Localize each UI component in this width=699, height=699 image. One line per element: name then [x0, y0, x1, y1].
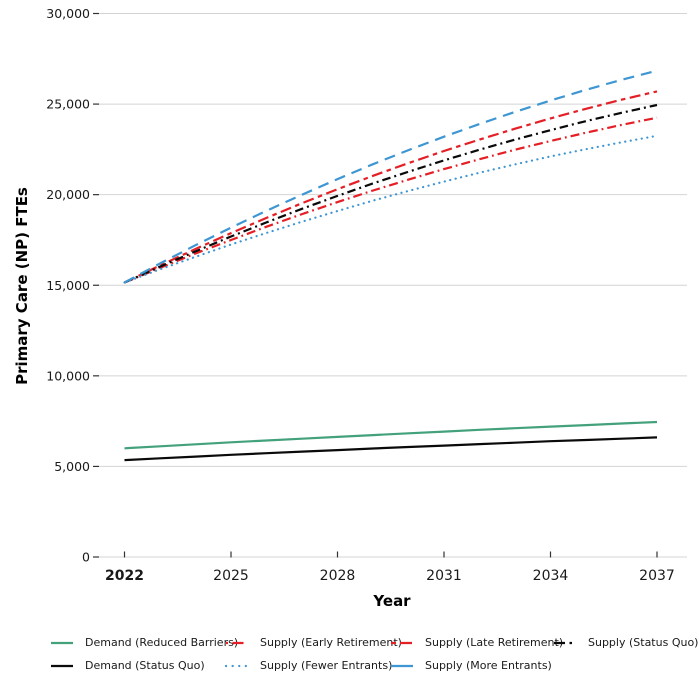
x-tick-label: 2034: [533, 568, 569, 584]
line-chart: 0 5,000 10,000 15,000 20,000 25,000 30,000 202…: [13, 6, 687, 610]
legend-item-supply-late-retirement: Supply (Late Retirement): [389, 636, 563, 649]
legend-line-icon: [554, 641, 576, 644]
legend-label: Supply (Early Retirement): [260, 636, 402, 649]
x-tick-label: 2025: [213, 568, 249, 584]
chart-legend: Demand (Reduced Barriers) Supply (Early R…: [49, 636, 698, 672]
series-line-supply-more-entrants: [123, 69, 658, 284]
legend-line-icon: [51, 641, 73, 644]
y-tick-label: 5,000: [54, 459, 90, 474]
x-tick-label: 2037: [639, 568, 675, 584]
y-tick-label: 15,000: [46, 278, 90, 293]
series-line-demand-reduced-barriers: [124, 420, 658, 450]
gridlines: [97, 13, 687, 558]
legend-line-icon: [224, 664, 250, 667]
series-lines: [123, 69, 659, 462]
x-axis-ticks: 2022 2025 2028 2031 2034 2037: [105, 551, 675, 584]
legend-item-supply-early-retirement: Supply (Early Retirement): [224, 636, 402, 649]
y-tick-label: 20,000: [46, 187, 90, 202]
y-axis-ticks: 0 5,000 10,000 15,000 20,000 25,000 30,000: [46, 6, 99, 565]
y-tick-label: 10,000: [46, 368, 90, 383]
series-line-supply-late-retirement: [124, 90, 658, 284]
legend-item-demand-reduced-barriers: Demand (Reduced Barriers): [49, 636, 238, 649]
series-line-supply-status-quo: [124, 103, 658, 284]
legend-label: Supply (Fewer Entrants): [260, 659, 393, 672]
legend-item-supply-more-entrants: Supply (More Entrants): [389, 659, 552, 672]
legend-label: Supply (More Entrants): [425, 659, 552, 672]
y-tick-label: 25,000: [46, 97, 90, 112]
x-axis-title: Year: [372, 592, 411, 610]
y-axis-title: Primary Care (NP) FTEs: [13, 187, 31, 385]
x-tick-label: 2022: [105, 568, 144, 584]
x-tick-label: 2028: [320, 568, 356, 584]
legend-label: Demand (Reduced Barriers): [85, 636, 239, 649]
series-line-supply-early-retirement: [124, 116, 658, 284]
legend-label: Demand (Status Quo): [85, 659, 205, 672]
legend-label: Supply (Late Retirement): [425, 636, 564, 649]
y-tick-label: 0: [82, 550, 90, 565]
legend-item-supply-status-quo: Supply (Status Quo): [552, 636, 698, 649]
legend-line-icon: [391, 641, 413, 644]
legend-item-demand-status-quo: Demand (Status Quo): [49, 659, 224, 672]
legend-item-supply-fewer-entrants: Supply (Fewer Entrants): [224, 659, 393, 672]
series-line-demand-status-quo: [124, 436, 658, 462]
legend-line-icon: [226, 641, 248, 644]
series-line-supply-fewer-entrants: [123, 134, 659, 284]
legend-line-icon: [51, 664, 73, 667]
y-tick-label: 30,000: [46, 6, 90, 21]
x-tick-label: 2031: [426, 568, 462, 584]
legend-label: Supply (Status Quo): [588, 636, 699, 649]
legend-line-icon: [391, 664, 413, 667]
